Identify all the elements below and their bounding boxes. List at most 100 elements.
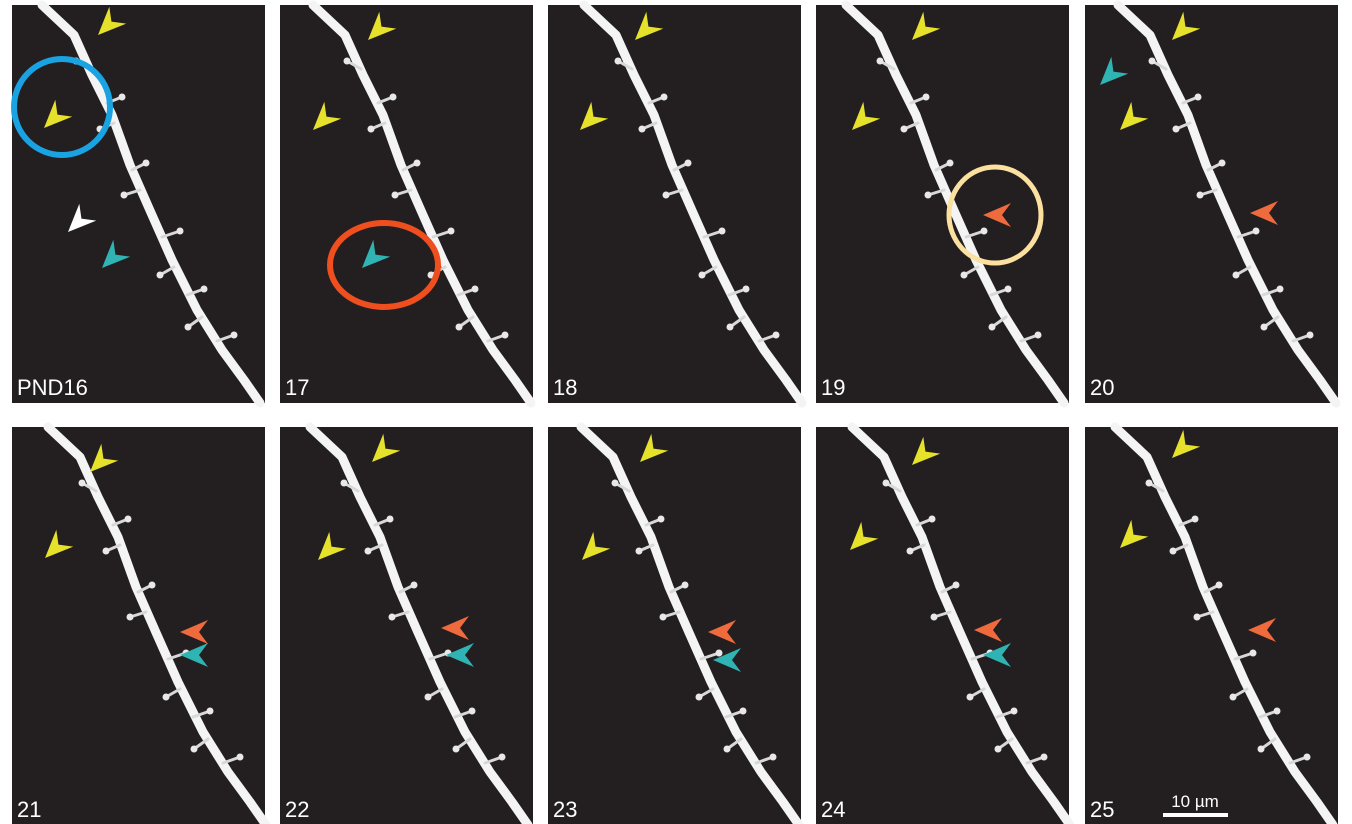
spine-head	[1307, 332, 1314, 339]
spine-head	[387, 516, 394, 523]
panel-label: 23	[553, 797, 577, 822]
spine-head	[1195, 94, 1202, 101]
spine-head	[502, 332, 509, 339]
panel: 18	[548, 5, 802, 403]
spine-head	[469, 708, 476, 715]
spine-head	[1230, 694, 1237, 701]
spine-head	[967, 694, 974, 701]
spine-head	[344, 58, 351, 65]
spine-head	[191, 746, 198, 753]
panel: PND16	[12, 5, 265, 403]
spine-head	[931, 614, 938, 621]
spine-head	[231, 332, 238, 339]
panel-label: 21	[17, 797, 41, 822]
spine-head	[157, 272, 164, 279]
spine-head	[1216, 582, 1223, 589]
spine-head	[1258, 746, 1265, 753]
spine-head	[1041, 754, 1048, 761]
panel: 19	[816, 5, 1069, 403]
spine-head	[1277, 286, 1284, 293]
panel-label: 19	[821, 375, 845, 400]
spine-head	[365, 548, 372, 555]
spine-head	[1005, 286, 1012, 293]
panel-image	[12, 5, 265, 403]
spine-head	[663, 192, 670, 199]
spine-head	[185, 324, 192, 331]
spine-head	[456, 324, 463, 331]
spine-head	[201, 286, 208, 293]
spine-head	[925, 192, 932, 199]
spine-head	[143, 160, 150, 167]
spine-head	[125, 516, 132, 523]
spine-head	[1250, 650, 1257, 657]
spine-head	[368, 126, 375, 133]
spine-head	[981, 228, 988, 235]
spine-head	[390, 94, 397, 101]
spine-head	[907, 548, 914, 555]
spine-head	[877, 58, 884, 65]
spine-head	[1149, 58, 1156, 65]
spine-head	[989, 324, 996, 331]
spine-head	[1253, 228, 1260, 235]
spine-head	[341, 480, 348, 487]
spine-head	[1274, 708, 1281, 715]
spine-head	[947, 160, 954, 167]
spine-head	[119, 94, 126, 101]
spine-head	[661, 94, 668, 101]
spine-head	[177, 228, 184, 235]
page: PND1617181920212223242510 µm (() => { co…	[0, 0, 1352, 824]
spine-head	[636, 548, 643, 555]
spine-head	[727, 324, 734, 331]
spine-head	[237, 754, 244, 761]
spine-head	[499, 754, 506, 761]
spine-head	[770, 754, 777, 761]
spine-head	[716, 650, 723, 657]
spine-head	[639, 126, 646, 133]
panel-label: 25	[1090, 797, 1114, 822]
spine-head	[682, 582, 689, 589]
spine-head	[1197, 192, 1204, 199]
panel-label: 24	[821, 797, 845, 822]
spine-head	[1219, 160, 1226, 167]
spine-head	[149, 582, 156, 589]
spine-head	[699, 272, 706, 279]
spine-head	[121, 192, 128, 199]
spine-head	[923, 94, 930, 101]
spine-head	[1011, 708, 1018, 715]
spine-head	[615, 58, 622, 65]
panel-label: PND16	[17, 375, 88, 400]
spine-head	[103, 548, 110, 555]
spine-head	[953, 582, 960, 589]
spine-head	[696, 694, 703, 701]
panel-label: 20	[1090, 375, 1114, 400]
spine-head	[883, 480, 890, 487]
spine-head	[472, 286, 479, 293]
scale-bar-label: 10 µm	[1171, 792, 1219, 811]
panel: 21	[12, 427, 266, 824]
spine-head	[740, 708, 747, 715]
spine-head	[127, 614, 134, 621]
spine-head	[929, 516, 936, 523]
spine-head	[658, 516, 665, 523]
spine-head	[1035, 332, 1042, 339]
spine-head	[961, 272, 968, 279]
panel: 20	[1085, 5, 1338, 403]
spine-head	[995, 746, 1002, 753]
panel-image	[280, 5, 533, 403]
spine-head	[1173, 126, 1180, 133]
panel-label: 22	[285, 797, 309, 822]
panel: 22	[280, 427, 533, 824]
panel-label: 17	[285, 375, 309, 400]
panel-label: 18	[553, 375, 577, 400]
spine-head	[1304, 754, 1311, 761]
spine-head	[411, 582, 418, 589]
spine-head	[1261, 324, 1268, 331]
spine-head	[392, 192, 399, 199]
panel-image	[1085, 427, 1338, 824]
spine-head	[685, 160, 692, 167]
panel: 23	[548, 427, 801, 824]
panel-image	[548, 427, 801, 824]
spine-head	[719, 228, 726, 235]
spine-head	[163, 694, 170, 701]
panel: 25	[1085, 427, 1338, 824]
